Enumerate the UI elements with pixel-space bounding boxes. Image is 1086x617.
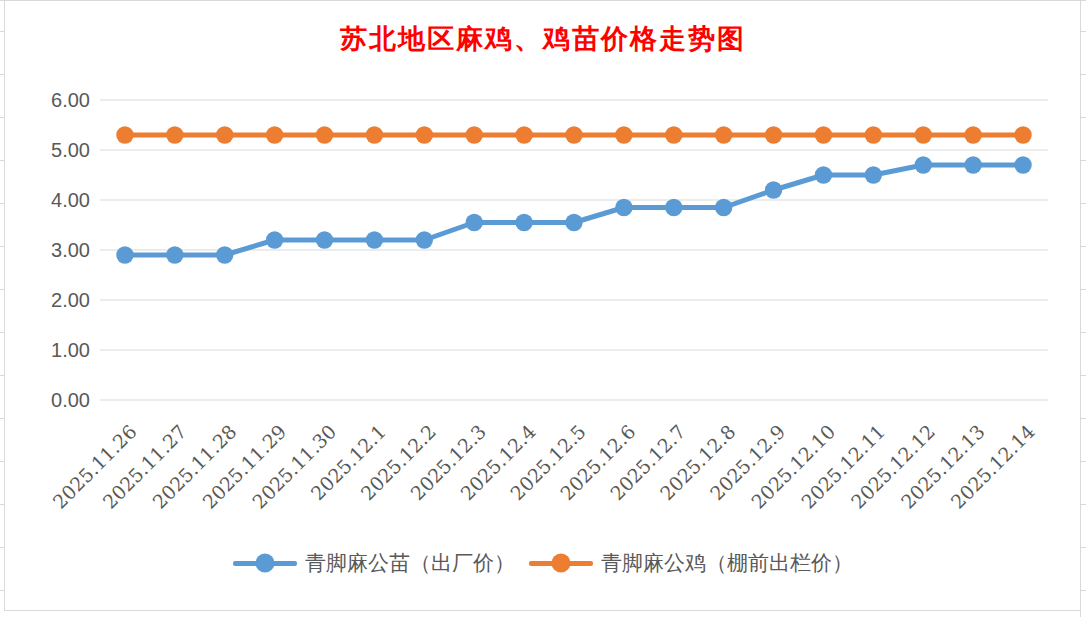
data-point[interactable] xyxy=(815,126,832,143)
legend-label-chick-price: 青脚麻公苗（出厂价） xyxy=(305,549,515,577)
y-axis-tick-label: 3.00 xyxy=(51,239,90,261)
data-point[interactable] xyxy=(316,126,333,143)
legend-item-chick-price[interactable]: 青脚麻公苗（出厂价） xyxy=(233,549,515,577)
data-point[interactable] xyxy=(815,166,832,183)
y-axis-tick-label: 6.00 xyxy=(51,89,90,111)
y-axis-tick-label: 0.00 xyxy=(51,389,90,411)
data-point[interactable] xyxy=(565,214,582,231)
data-point[interactable] xyxy=(765,126,782,143)
data-point[interactable] xyxy=(216,126,233,143)
data-point[interactable] xyxy=(366,126,383,143)
data-point[interactable] xyxy=(515,126,532,143)
data-point[interactable] xyxy=(116,246,133,263)
data-point[interactable] xyxy=(466,126,483,143)
data-point[interactable] xyxy=(715,126,732,143)
data-point[interactable] xyxy=(266,231,283,248)
data-point[interactable] xyxy=(366,231,383,248)
data-point[interactable] xyxy=(466,214,483,231)
data-point[interactable] xyxy=(915,156,932,173)
chart-canvas: 苏北地区麻鸡、鸡苗价格走势图 0.001.002.003.004.005.006… xyxy=(0,0,1086,617)
legend-dot-blue xyxy=(256,554,275,573)
data-point[interactable] xyxy=(166,126,183,143)
data-point[interactable] xyxy=(565,126,582,143)
legend[interactable]: 青脚麻公苗（出厂价） 青脚麻公鸡（棚前出栏价） xyxy=(0,549,1086,577)
data-point[interactable] xyxy=(865,126,882,143)
y-axis-tick-label: 1.00 xyxy=(51,339,90,361)
data-point[interactable] xyxy=(964,156,981,173)
data-point[interactable] xyxy=(416,126,433,143)
legend-line-marker-orange xyxy=(529,561,593,566)
plot-area: 0.001.002.003.004.005.006.002025.11.2620… xyxy=(0,0,1086,617)
legend-line-marker-blue xyxy=(233,561,297,566)
legend-item-chicken-price[interactable]: 青脚麻公鸡（棚前出栏价） xyxy=(529,549,853,577)
data-point[interactable] xyxy=(515,214,532,231)
data-point[interactable] xyxy=(416,231,433,248)
data-point[interactable] xyxy=(665,126,682,143)
data-point[interactable] xyxy=(266,126,283,143)
y-axis-tick-label: 4.00 xyxy=(51,189,90,211)
legend-label-chicken-price: 青脚麻公鸡（棚前出栏价） xyxy=(601,549,853,577)
data-point[interactable] xyxy=(615,199,632,216)
series-line-0 xyxy=(125,165,1023,255)
data-point[interactable] xyxy=(865,166,882,183)
data-point[interactable] xyxy=(316,231,333,248)
legend-dot-orange xyxy=(552,554,571,573)
data-point[interactable] xyxy=(116,126,133,143)
y-axis-tick-label: 5.00 xyxy=(51,139,90,161)
data-point[interactable] xyxy=(715,199,732,216)
data-point[interactable] xyxy=(166,246,183,263)
data-point[interactable] xyxy=(665,199,682,216)
data-point[interactable] xyxy=(915,126,932,143)
data-point[interactable] xyxy=(216,246,233,263)
data-point[interactable] xyxy=(1014,126,1031,143)
data-point[interactable] xyxy=(615,126,632,143)
data-point[interactable] xyxy=(964,126,981,143)
data-point[interactable] xyxy=(1014,156,1031,173)
data-point[interactable] xyxy=(765,181,782,198)
y-axis-tick-label: 2.00 xyxy=(51,289,90,311)
